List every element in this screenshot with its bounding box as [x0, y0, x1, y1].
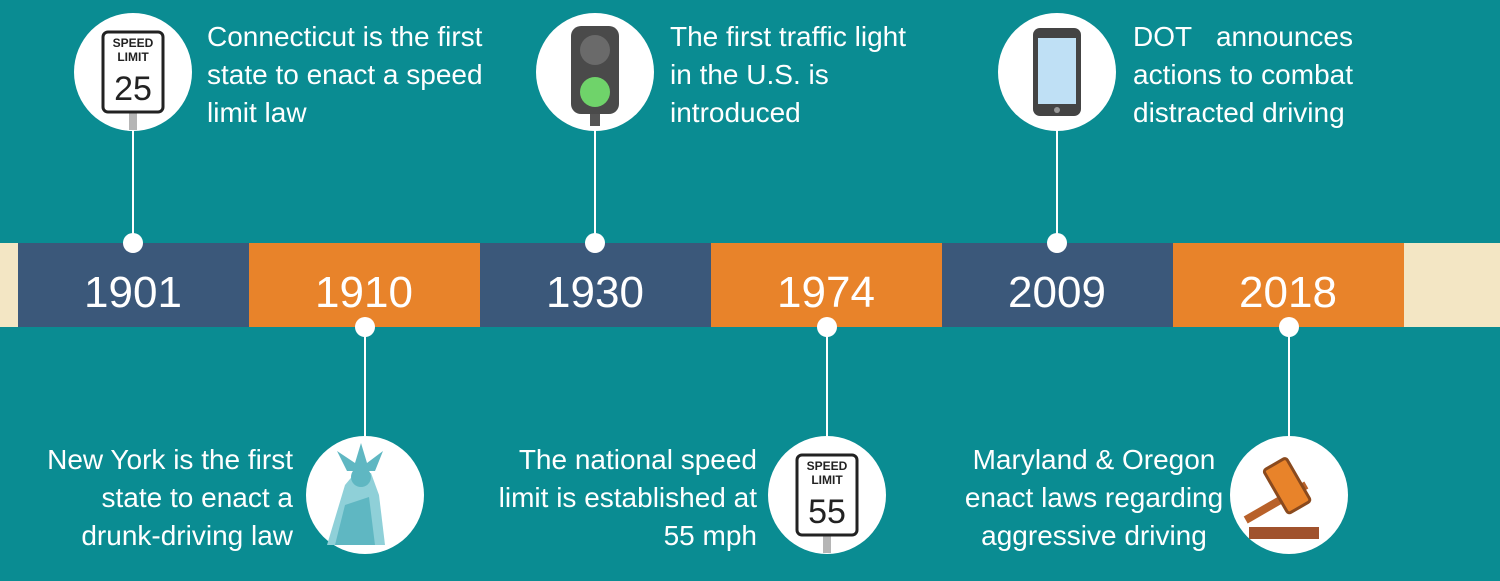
event-text: DOT announces actions to combat distract… [1133, 21, 1353, 128]
sign-board [795, 453, 859, 537]
event-text: Maryland & Oregon enact laws regarding a… [964, 444, 1224, 551]
light-red [580, 35, 610, 65]
statue-crown [337, 443, 383, 471]
sign-text: LIMIT [117, 50, 149, 64]
event-icon [536, 13, 654, 131]
event-text: The national speed limit is established … [498, 444, 757, 551]
event-icon [1230, 436, 1348, 554]
sign-text: SPEED [113, 36, 154, 50]
statue-robe [335, 497, 375, 545]
light-post [590, 112, 600, 126]
gavel-base [1249, 527, 1319, 539]
sign-board [101, 30, 165, 114]
event-text: The first traffic light in the U.S. is i… [670, 21, 907, 128]
phone-screen [1038, 38, 1076, 104]
event-text: Connecticut is the first state to enact … [207, 21, 483, 128]
statue-head [351, 467, 371, 487]
sign-post [129, 110, 137, 130]
event-icon [998, 13, 1116, 131]
sign-text: LIMIT [811, 473, 843, 487]
event-icon [306, 436, 424, 554]
light-green [580, 77, 610, 107]
sign-post [823, 533, 831, 553]
sign-number: 25 [114, 70, 152, 108]
event-text: New York is the first state to enact a d… [47, 444, 293, 551]
sign-text: SPEED [807, 459, 848, 473]
sign-number: 55 [808, 493, 846, 531]
phone-button [1054, 107, 1060, 113]
gavel-head [1262, 457, 1312, 515]
